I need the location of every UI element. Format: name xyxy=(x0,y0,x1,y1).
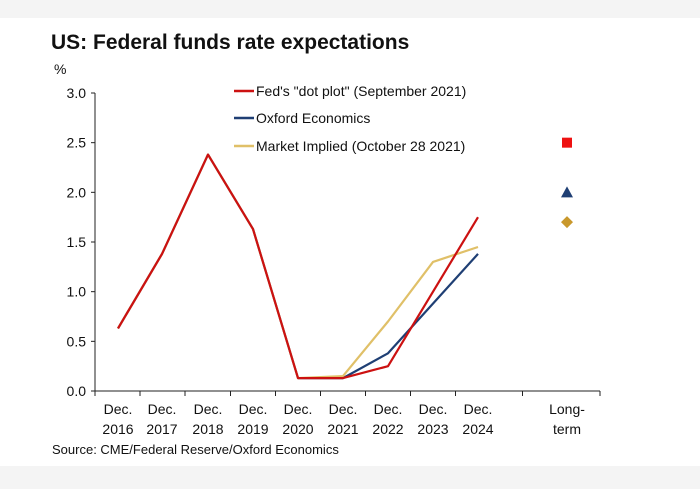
x-tick-label: 2022 xyxy=(372,421,403,437)
x-tick-label: Dec. xyxy=(104,401,133,417)
series-line xyxy=(117,153,479,380)
source-note: Source: CME/Federal Reserve/Oxford Econo… xyxy=(52,442,339,457)
legend-label: Fed's "dot plot" (September 2021) xyxy=(256,83,466,99)
x-tick-label: Dec. xyxy=(284,401,313,417)
y-tick-label: 1.5 xyxy=(67,234,87,250)
bottom-band xyxy=(0,466,700,489)
y-tick-label: 0.5 xyxy=(67,333,87,349)
x-tick-label: 2023 xyxy=(417,421,448,437)
x-tick-label: Dec. xyxy=(374,401,403,417)
legend-label: Market Implied (October 28 2021) xyxy=(256,138,465,154)
x-tick-label: 2020 xyxy=(282,421,313,437)
long-term-markers xyxy=(561,137,573,229)
y-tick-label: 2.0 xyxy=(67,184,87,200)
x-tick-label: 2018 xyxy=(192,421,223,437)
y-tick-label: 2.5 xyxy=(67,135,87,151)
x-tick-label: Dec. xyxy=(148,401,177,417)
y-tick-label: 3.0 xyxy=(67,85,87,101)
x-tick-label: 2019 xyxy=(237,421,268,437)
x-tick-label: term xyxy=(553,421,581,437)
x-tick-label: Dec. xyxy=(329,401,358,417)
series-line xyxy=(117,153,479,380)
legend-label: Oxford Economics xyxy=(256,110,370,126)
long-term-marker xyxy=(562,137,572,148)
x-tick-label: 2016 xyxy=(102,421,133,437)
x-tick-label: 2021 xyxy=(327,421,358,437)
series-layer xyxy=(117,153,479,380)
long-term-marker xyxy=(561,216,573,229)
y-tick-label: 1.0 xyxy=(67,284,87,300)
y-axis-label: % xyxy=(54,61,66,77)
x-tick-label: Dec. xyxy=(464,401,493,417)
x-tick-label: Dec. xyxy=(194,401,223,417)
x-tick-label: Dec. xyxy=(419,401,448,417)
legend: Fed's "dot plot" (September 2021) Oxford … xyxy=(234,83,466,154)
chart-title: US: Federal funds rate expectations xyxy=(51,31,410,54)
x-tick-label: Dec. xyxy=(239,401,268,417)
x-tick-label: 2024 xyxy=(462,421,493,437)
long-term-marker xyxy=(561,186,573,198)
x-tick-label: 2017 xyxy=(146,421,177,437)
series-line xyxy=(117,153,479,380)
top-band xyxy=(0,0,700,18)
y-tick-label: 0.0 xyxy=(67,383,87,399)
axes-layer: 0.0 0.5 1.0 1.5 2.0 2.5 3.0% Dec. 2016 Dec. 2017 De… xyxy=(54,61,601,437)
x-tick-label: Long- xyxy=(549,401,585,417)
